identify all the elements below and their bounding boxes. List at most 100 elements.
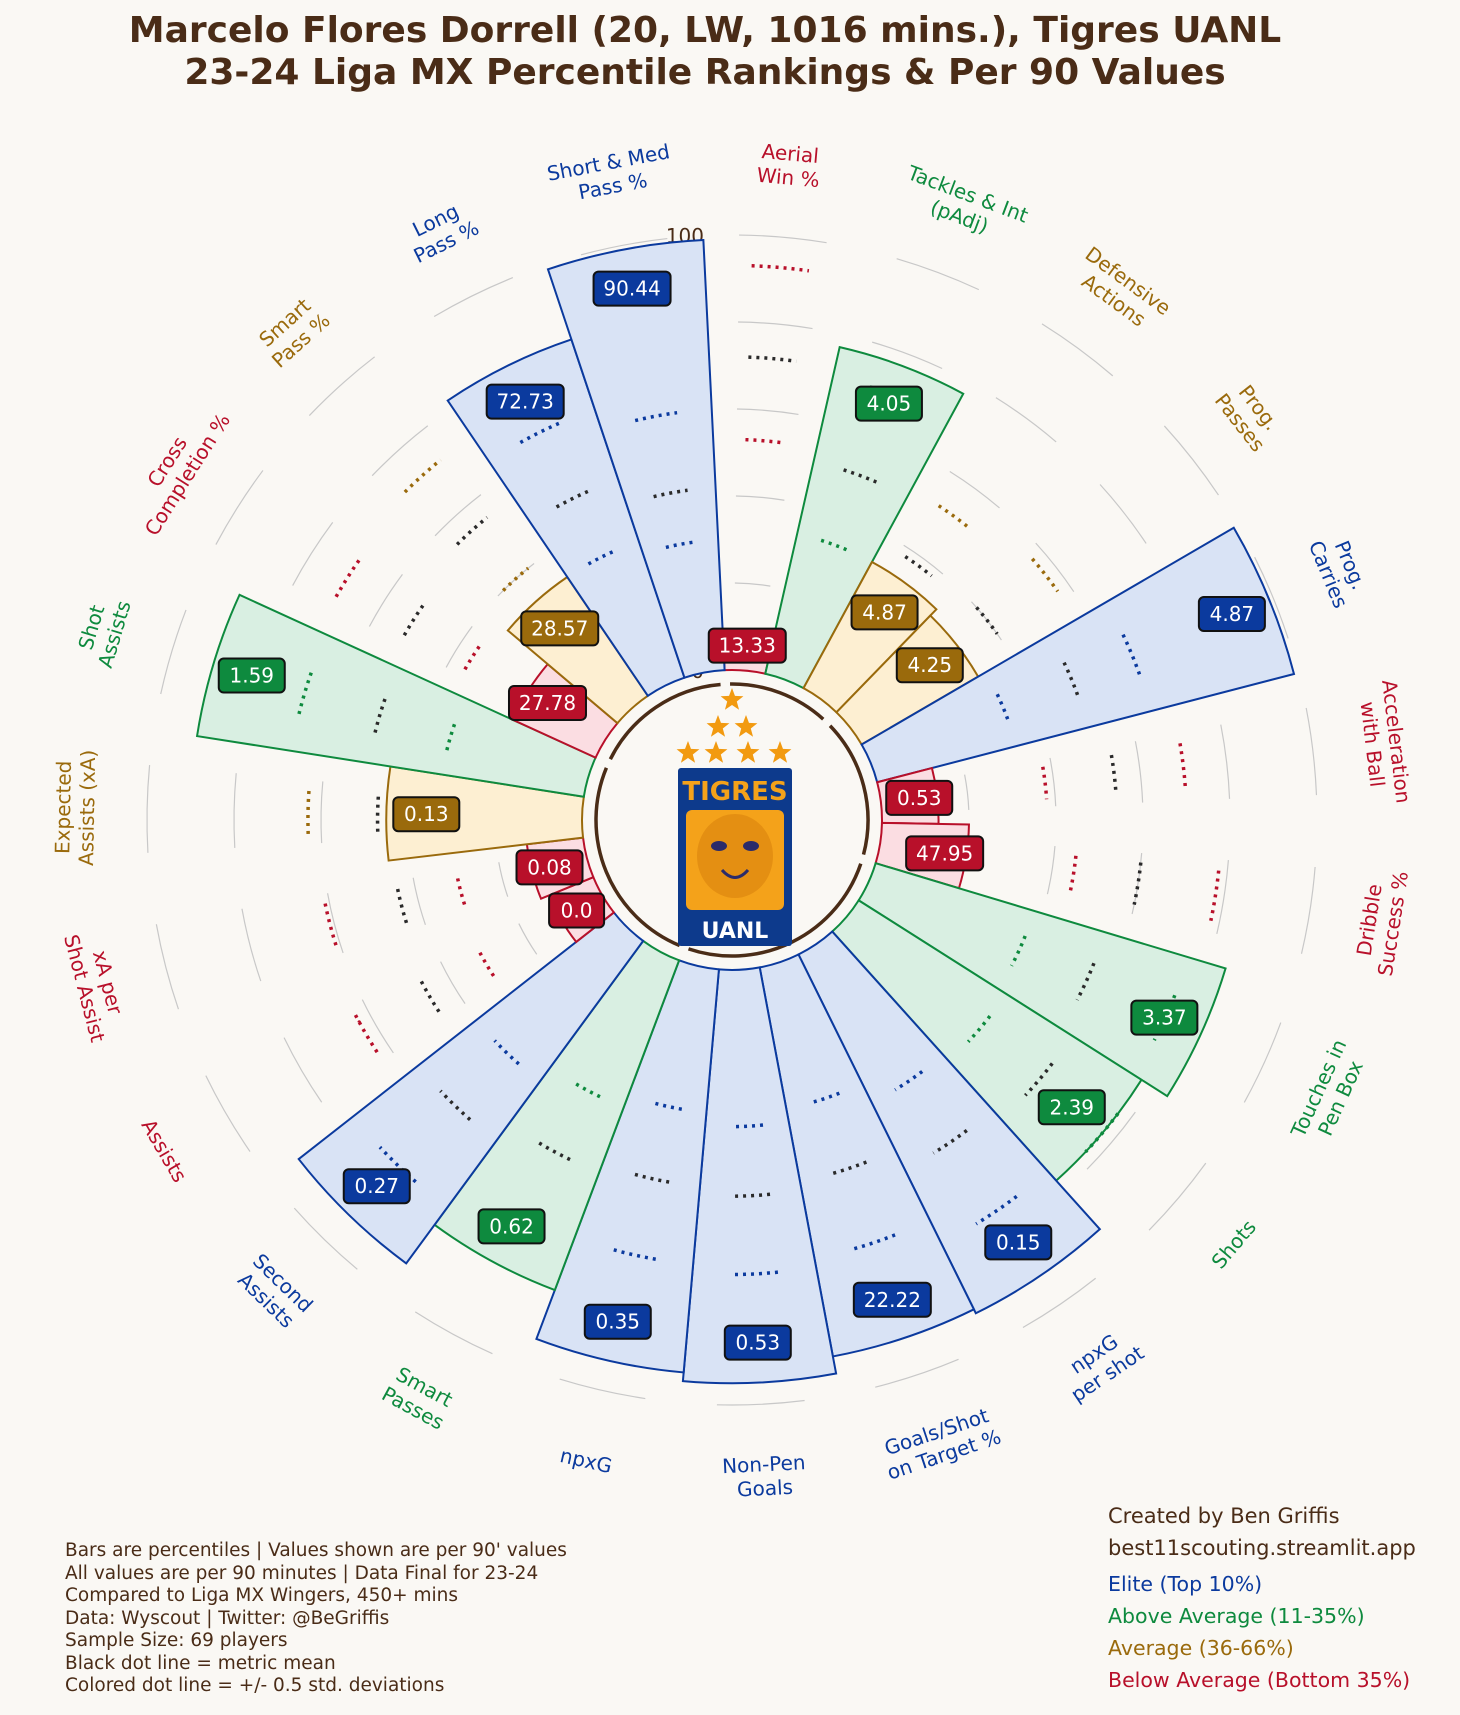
grid-arc <box>995 397 1057 443</box>
grid-arc <box>518 923 538 955</box>
mean-dots <box>904 555 933 578</box>
metric-label-line: Non-Pen <box>722 1450 807 1478</box>
grid-arc <box>1086 1111 1136 1170</box>
band-upper-dots <box>297 669 314 715</box>
value-label-box <box>854 385 923 422</box>
grid-arc <box>1148 1162 1207 1231</box>
band-lower-dots <box>587 548 617 566</box>
grid-arc <box>716 1399 805 1406</box>
value-label-box <box>392 796 461 833</box>
grid-arc <box>412 877 426 925</box>
value-label-box <box>548 892 606 929</box>
note-line: Bars are percentiles | Values shown are … <box>65 1540 567 1561</box>
metric-label: Prog.Carries <box>1304 537 1372 611</box>
value-label: 22.22 <box>864 1288 921 1312</box>
mean-dots <box>829 1160 868 1176</box>
grid-arc <box>738 321 813 330</box>
metric-label-line: Win % <box>756 163 821 192</box>
crest-tiger-mouth <box>720 868 750 879</box>
value-label: 0.08 <box>527 855 572 879</box>
mean-dots <box>975 606 999 635</box>
metric-label-line: Assists <box>137 1115 192 1187</box>
mean-dots <box>731 1192 771 1198</box>
bar <box>764 345 965 690</box>
value-label-box <box>905 835 985 872</box>
metric-label: Assists <box>137 1115 192 1187</box>
metric-label: Shots <box>1206 1215 1260 1273</box>
bar <box>535 959 721 1374</box>
value-label-box <box>1197 596 1266 633</box>
grid-arc <box>1049 757 1057 807</box>
legend-elite: Elite (Top 10%) <box>1108 1572 1263 1596</box>
value-label-box <box>583 1303 652 1340</box>
value-label-box <box>1037 1089 1106 1126</box>
grid-arc <box>215 470 264 545</box>
band-lower-dots <box>455 876 467 906</box>
legend-above-average: Above Average (11-35%) <box>1108 1604 1365 1628</box>
grid-arc <box>440 961 466 1004</box>
bar <box>546 239 726 679</box>
band-lower-dots <box>665 540 695 550</box>
mean-dots <box>748 355 797 364</box>
mean-dots <box>395 888 409 924</box>
band-lower-dots <box>501 566 530 592</box>
bar <box>797 930 1102 1315</box>
value-label: 0.35 <box>596 1310 641 1334</box>
value-label: 1.59 <box>229 664 274 688</box>
band-lower-dots <box>1068 855 1078 892</box>
band-lower-dots <box>571 1080 601 1099</box>
grid-arc <box>292 522 334 586</box>
star-icon <box>768 741 792 763</box>
grid-arc <box>320 781 324 844</box>
band-lower-dots <box>745 437 786 445</box>
band-upper-dots <box>850 1233 896 1252</box>
note-line: Colored dot line = +/- 0.5 std. deviatio… <box>65 1675 445 1696</box>
grid-arc <box>445 626 473 668</box>
grid-arc <box>368 574 403 627</box>
legend-average: Average (36-66%) <box>1108 1636 1294 1660</box>
grid-arc <box>433 277 514 318</box>
grid-arc <box>1046 845 1056 895</box>
grid-arc <box>371 425 429 477</box>
value-label-box <box>515 849 584 886</box>
grid-arc <box>734 582 771 587</box>
mean-dots <box>373 695 388 733</box>
credit-site: best11scouting.streamlit.app <box>1108 1536 1416 1560</box>
band-upper-dots <box>334 555 363 598</box>
value-label: 0.0 <box>561 899 593 923</box>
value-label-box <box>342 1168 411 1205</box>
grid-arc <box>1220 724 1231 799</box>
star-icon <box>720 688 744 710</box>
grid-arc <box>735 495 785 501</box>
note-line: Black dot line = metric mean <box>65 1652 336 1674</box>
star-icon <box>736 741 760 763</box>
value-label: 3.37 <box>1142 1006 1187 1030</box>
value-label-box <box>707 627 787 664</box>
band-upper-dots <box>403 458 442 494</box>
mean-dots <box>653 488 688 499</box>
mean-dots <box>402 601 427 637</box>
band-upper-dots <box>610 1247 657 1261</box>
value-label: 0.62 <box>489 1214 534 1238</box>
tier-legend: Elite (Top 10%) Above Average (11-35%) A… <box>1108 1568 1410 1696</box>
star-icon <box>704 741 728 763</box>
band-lower-dots <box>995 693 1011 723</box>
band-upper-dots <box>323 903 338 946</box>
grid-arc <box>1134 741 1144 803</box>
value-label-box <box>485 383 565 420</box>
chart-title: Marcelo Flores Dorrell (20, LW, 1016 min… <box>0 10 1410 94</box>
mean-dots <box>439 1089 472 1121</box>
bar <box>446 338 686 698</box>
band-upper-dots <box>1084 1112 1120 1154</box>
value-label: 2.39 <box>1049 1095 1094 1119</box>
band-lower-dots <box>493 1039 520 1066</box>
chart-title-line-2: 23-24 Liga MX Percentile Rankings & Per … <box>184 52 1226 93</box>
crest-tiger-eye <box>743 841 759 851</box>
crest-sub: UANL <box>702 919 769 944</box>
